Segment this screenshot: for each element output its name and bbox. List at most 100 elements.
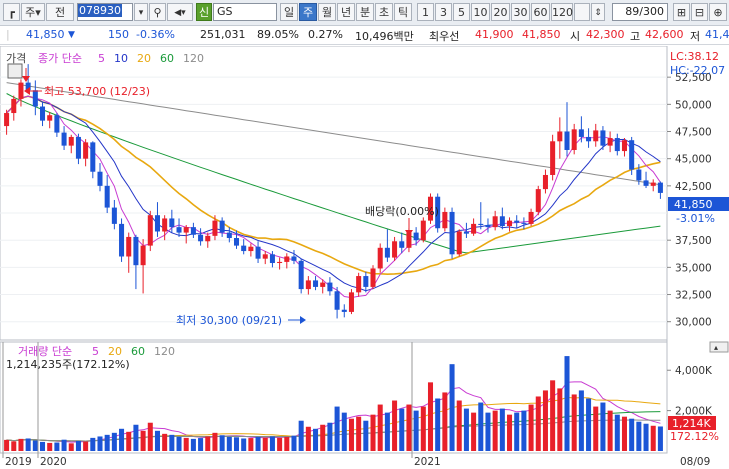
quote-info-bar: | 41,850 ▼ 150 -0.36% 251,031 89.05% 0.2… — [0, 26, 729, 45]
priority-label: 최우선 — [429, 30, 460, 43]
page-counter-value: 89/300 — [625, 5, 664, 18]
period-tab-6[interactable]: 틱 — [394, 3, 412, 21]
current-pct-label: -3.01% — [676, 212, 715, 225]
interval-button-4[interactable]: 20 — [491, 3, 510, 21]
volume-bar — [291, 435, 297, 451]
high-annotation: 최고 53,700 (12/23) — [22, 68, 150, 98]
page-counter: 89/300 — [612, 3, 668, 21]
candle-body — [492, 216, 498, 228]
ma-5-line — [6, 95, 661, 299]
crosshair-toggle-icon[interactable] — [7, 63, 23, 79]
interval-button-0[interactable]: 1 — [417, 3, 434, 21]
volume-bar — [248, 438, 254, 451]
ma-60-line — [6, 93, 661, 254]
volume-bar — [320, 424, 326, 451]
price-tick-label: 45,000 — [675, 154, 712, 166]
volume-bar — [298, 420, 304, 451]
volume-bar — [162, 433, 168, 451]
current-volume-tag — [668, 416, 716, 430]
volume-bar — [643, 423, 649, 451]
ma-legend: 5 10 20 60 120 — [98, 52, 204, 65]
period-tab-5[interactable]: 초 — [375, 3, 393, 21]
candle-body — [133, 236, 139, 266]
grid-layout-icon[interactable]: ⊞ — [673, 3, 690, 21]
interval-button-3[interactable]: 10 — [471, 3, 490, 21]
candle-body — [40, 106, 46, 121]
dividend-annotation: 배당락(0.00%) — [365, 205, 439, 236]
interval-button-5[interactable]: 30 — [511, 3, 530, 21]
candle-body — [499, 216, 505, 227]
candle-body — [377, 247, 383, 269]
candle-body — [629, 140, 635, 170]
candle-body — [226, 232, 232, 239]
volume-bar — [564, 356, 570, 451]
volume-bar — [449, 364, 455, 451]
candle-body — [219, 220, 225, 233]
high-label: 최고 53,700 (12/23) — [44, 85, 150, 98]
prev-button[interactable]: 전 — [46, 3, 74, 21]
open-price: 42,300 — [586, 28, 625, 41]
candle-body — [154, 215, 160, 232]
zoom-in-icon[interactable]: ⊕ — [709, 3, 727, 21]
volume-bar — [255, 436, 261, 451]
volume-bar — [327, 422, 333, 451]
candle-body — [75, 136, 81, 159]
stock-code-input[interactable]: 078930 — [77, 3, 133, 21]
volume-bar — [4, 439, 10, 451]
interval-input-field[interactable] — [574, 3, 590, 21]
candle-body — [384, 247, 390, 258]
zoom-out-icon[interactable]: ⊟ — [691, 3, 708, 21]
period-tab-2[interactable]: 월 — [318, 3, 336, 21]
interval-button-1[interactable]: 3 — [435, 3, 452, 21]
candle-body — [427, 196, 434, 221]
volume-bar — [413, 410, 419, 451]
candle-body — [183, 227, 189, 233]
period-tab-4[interactable]: 분 — [356, 3, 374, 21]
volume-info: 1,214,235주(172.12%) — [6, 358, 130, 371]
interval-button-7[interactable]: 120 — [551, 3, 573, 21]
current-price-tag — [668, 197, 729, 211]
market-prefix-dropdown[interactable]: 주▾ — [21, 3, 45, 21]
volume-bar — [54, 442, 60, 451]
interval-button-2[interactable]: 5 — [453, 3, 470, 21]
candles — [4, 64, 663, 319]
candle-body — [399, 241, 405, 248]
candle-body — [571, 129, 577, 150]
volume-bar — [262, 437, 268, 451]
volume-y-ticks: 4,000K 2,000K — [667, 365, 713, 418]
candle-body — [119, 223, 125, 257]
volume-bar — [176, 436, 182, 451]
candle-body — [248, 246, 254, 252]
volume-bar — [277, 437, 283, 451]
volume-bar — [557, 388, 563, 451]
search-icon[interactable]: ⚲ — [149, 3, 166, 21]
candle-body — [657, 182, 663, 193]
period-tab-1[interactable]: 주 — [299, 3, 317, 21]
volume-legend-title: 거래량 단순 — [18, 345, 72, 358]
candle-body — [68, 136, 74, 146]
candle-body — [542, 174, 548, 190]
candle-body — [277, 261, 283, 264]
code-dropdown-icon[interactable]: ▾ — [134, 3, 148, 21]
panel-collapse-icon[interactable] — [709, 341, 729, 353]
volume-bar — [399, 408, 405, 451]
interval-button-6[interactable]: 60 — [531, 3, 550, 21]
volume-bar — [68, 443, 74, 451]
interval-spin-icon[interactable]: ⇕ — [591, 3, 605, 21]
price-tick-label: 42,500 — [675, 181, 712, 193]
period-tab-3[interactable]: 년 — [337, 3, 355, 21]
stock-name-field[interactable]: GS — [213, 3, 277, 21]
price-tick-label: 37,500 — [675, 235, 712, 247]
quote-volume: 251,031 — [200, 28, 246, 41]
stock-chart[interactable]: 52,500 50,000 47,500 45,000 42,500 37,500 35,0… — [0, 46, 729, 469]
volume-bar — [593, 406, 599, 451]
price-tick-label: 47,500 — [675, 127, 712, 139]
prev-label: 전 — [54, 6, 66, 19]
sound-icon[interactable]: ◀▾ — [167, 3, 193, 21]
volume-bar — [25, 438, 31, 451]
candle-body — [392, 241, 398, 258]
candle-body — [269, 254, 275, 264]
period-tab-0[interactable]: 일 — [280, 3, 298, 21]
candle-body — [61, 132, 67, 146]
chart-menu-icon[interactable]: ┏ — [3, 3, 20, 21]
